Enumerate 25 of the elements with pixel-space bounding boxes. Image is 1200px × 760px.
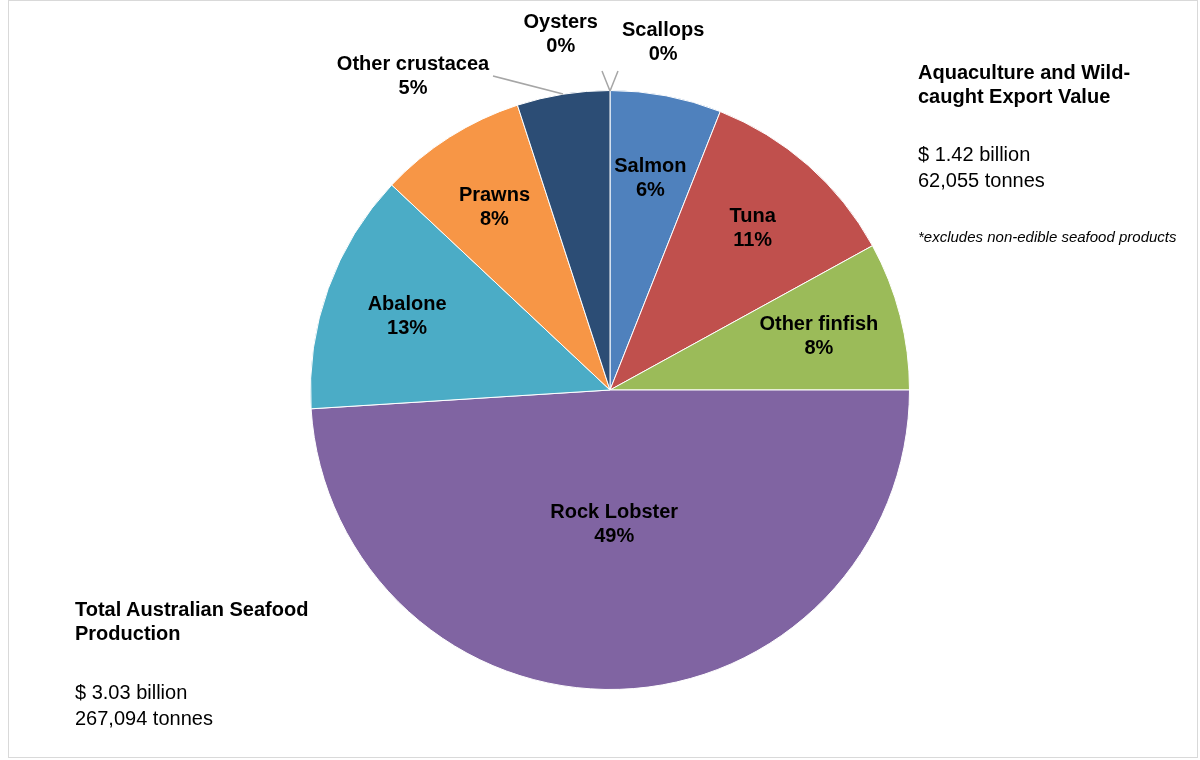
text: $ 1.42 billion [918,142,1032,166]
text: 62,055 tonnes [918,168,1046,192]
slice-label: Prawns [458,183,531,206]
data-label: 13% [387,316,428,339]
text: 0% [648,42,678,65]
slice-label: Abalone [367,292,447,315]
data-label: 8% [804,335,834,358]
data-label: 8% [480,207,510,230]
slice-label: Rock Lobster [550,500,679,523]
text: *excludes non-edible seafood products [918,228,1178,246]
data-label: 11% [733,227,773,250]
text: 267,094 tonnes [75,706,214,730]
category-label: Scallops [622,18,705,41]
slice-label: Salmon [614,153,687,176]
text: Total Australian Seafood Production [75,597,310,645]
text: $ 3.03 billion [75,680,189,704]
text: 0% [546,34,576,57]
slice-label: Tuna [729,203,777,226]
slice-label: Other finfish [759,311,879,334]
data-label: 49% [594,524,635,547]
text: Aquaculture and Wild-caught Export Value [918,60,1132,108]
data-label: 5% [398,75,428,98]
slice-label: Other crustacea [336,51,491,74]
category-label: Oysters [523,10,598,33]
data-label: 6% [635,177,666,200]
